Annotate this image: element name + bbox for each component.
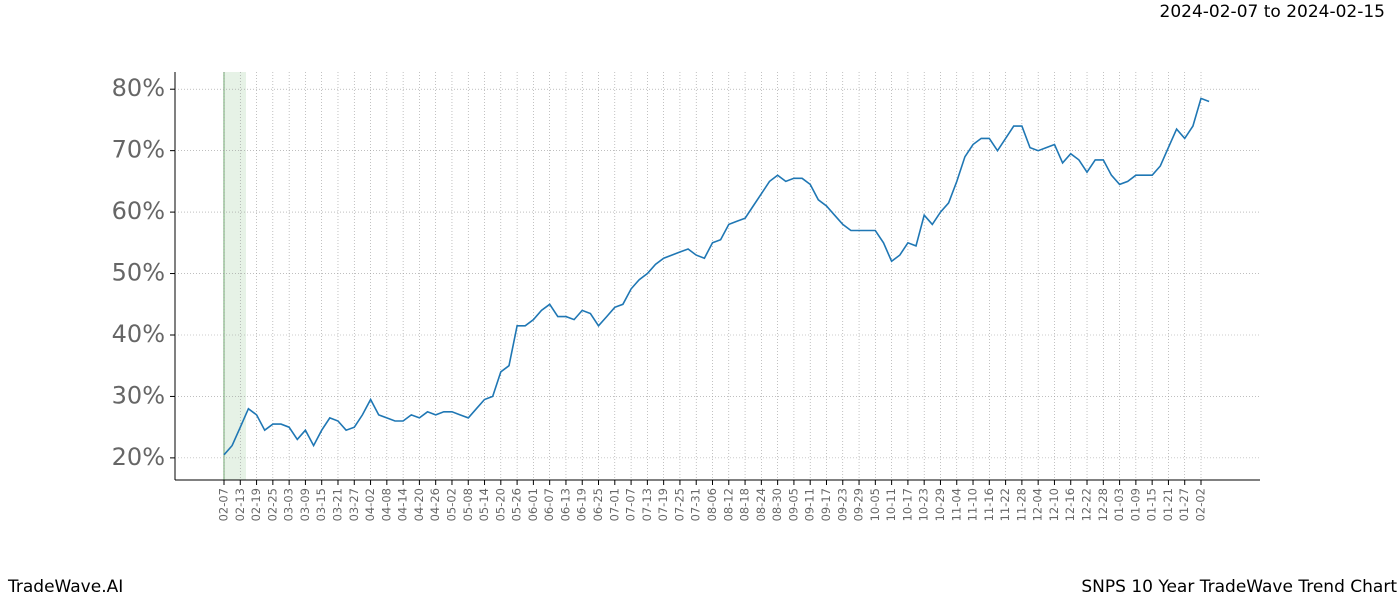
x-tick-label: 10-23 [917, 488, 931, 521]
x-tick-label: 04-08 [379, 488, 393, 521]
x-tick-label: 09-23 [835, 488, 849, 521]
x-tick-label: 07-01 [607, 488, 621, 521]
x-tick-label: 04-20 [412, 488, 426, 521]
date-range: 2024-02-07 to 2024-02-15 [1160, 2, 1385, 22]
x-tick-label: 09-11 [803, 488, 817, 521]
x-tick-label: 08-06 [705, 488, 719, 521]
x-tick-label: 04-14 [396, 488, 410, 521]
trend-line [223, 97, 1210, 456]
x-tick-label: 02-02 [1194, 488, 1208, 521]
x-tick-label: 01-21 [1161, 488, 1175, 521]
x-tick-label: 03-27 [347, 488, 361, 521]
y-tick-label: 50% [112, 259, 165, 287]
x-tick-label: 01-27 [1177, 488, 1191, 521]
x-tick-label: 07-07 [624, 488, 638, 521]
x-tick-label: 10-17 [900, 488, 914, 521]
x-tick-label: 05-20 [493, 488, 507, 521]
x-tick-label: 05-02 [444, 488, 458, 521]
x-tick-label: 08-18 [738, 488, 752, 521]
y-tick-label: 30% [112, 381, 165, 409]
x-tick-label: 06-01 [526, 488, 540, 521]
y-tick-label: 60% [112, 197, 165, 225]
x-tick-label: 04-26 [428, 488, 442, 521]
x-tick-label: 03-09 [298, 488, 312, 521]
x-tick-label: 12-16 [1063, 488, 1077, 521]
x-tick-label: 07-19 [656, 488, 670, 521]
x-tick-label: 02-13 [233, 488, 247, 521]
x-tick-label: 02-07 [217, 488, 231, 521]
x-tick-label: 04-02 [363, 488, 377, 521]
x-tick-label: 12-28 [1096, 488, 1110, 521]
brand: TradeWave.AI [7, 577, 123, 597]
x-tick-label: 07-25 [672, 488, 686, 521]
x-tick-label: 09-17 [819, 488, 833, 521]
x-tick-label: 01-09 [1128, 488, 1142, 521]
y-tick-label: 20% [112, 443, 165, 471]
highlight-span [224, 72, 246, 480]
x-tick-label: 12-04 [1031, 488, 1045, 521]
x-tick-label: 09-05 [786, 488, 800, 521]
x-tick-label: 10-11 [884, 488, 898, 521]
x-tick-label: 01-15 [1145, 488, 1159, 521]
x-tick-label: 09-29 [852, 488, 866, 521]
x-tick-label: 05-14 [477, 488, 491, 521]
x-tick-label: 06-07 [542, 488, 556, 521]
y-tick-label: 70% [112, 136, 165, 164]
x-tick-label: 10-05 [868, 488, 882, 521]
x-tick-label: 07-31 [689, 488, 703, 521]
x-tick-label: 12-10 [1047, 488, 1061, 521]
x-tick-label: 12-22 [1080, 488, 1094, 521]
x-tick-label: 03-15 [314, 488, 328, 521]
x-tick-label: 02-25 [265, 488, 279, 521]
x-tick-label: 06-13 [558, 488, 572, 521]
y-tick-label: 40% [112, 320, 165, 348]
x-tick-label: 10-29 [933, 488, 947, 521]
x-tick-label: 03-03 [282, 488, 296, 521]
x-tick-label: 05-26 [510, 488, 524, 521]
x-tick-label: 01-03 [1112, 488, 1126, 521]
x-tick-label: 11-04 [949, 488, 963, 521]
chart-title: SNPS 10 Year TradeWave Trend Chart [1081, 577, 1397, 597]
x-tick-label: 11-16 [982, 488, 996, 521]
x-tick-label: 08-30 [770, 488, 784, 521]
x-tick-label: 03-21 [330, 488, 344, 521]
x-tick-label: 08-12 [721, 488, 735, 521]
x-tick-label: 06-19 [575, 488, 589, 521]
x-tick-label: 06-25 [591, 488, 605, 521]
x-tick-label: 11-28 [1014, 488, 1028, 521]
x-tick-label: 08-24 [754, 488, 768, 521]
x-tick-label: 11-10 [966, 488, 980, 521]
x-tick-label: 07-13 [640, 488, 654, 521]
x-tick-label: 02-19 [249, 488, 263, 521]
y-tick-label: 80% [112, 74, 165, 102]
x-tick-label: 05-08 [461, 488, 475, 521]
x-tick-label: 11-22 [998, 488, 1012, 521]
